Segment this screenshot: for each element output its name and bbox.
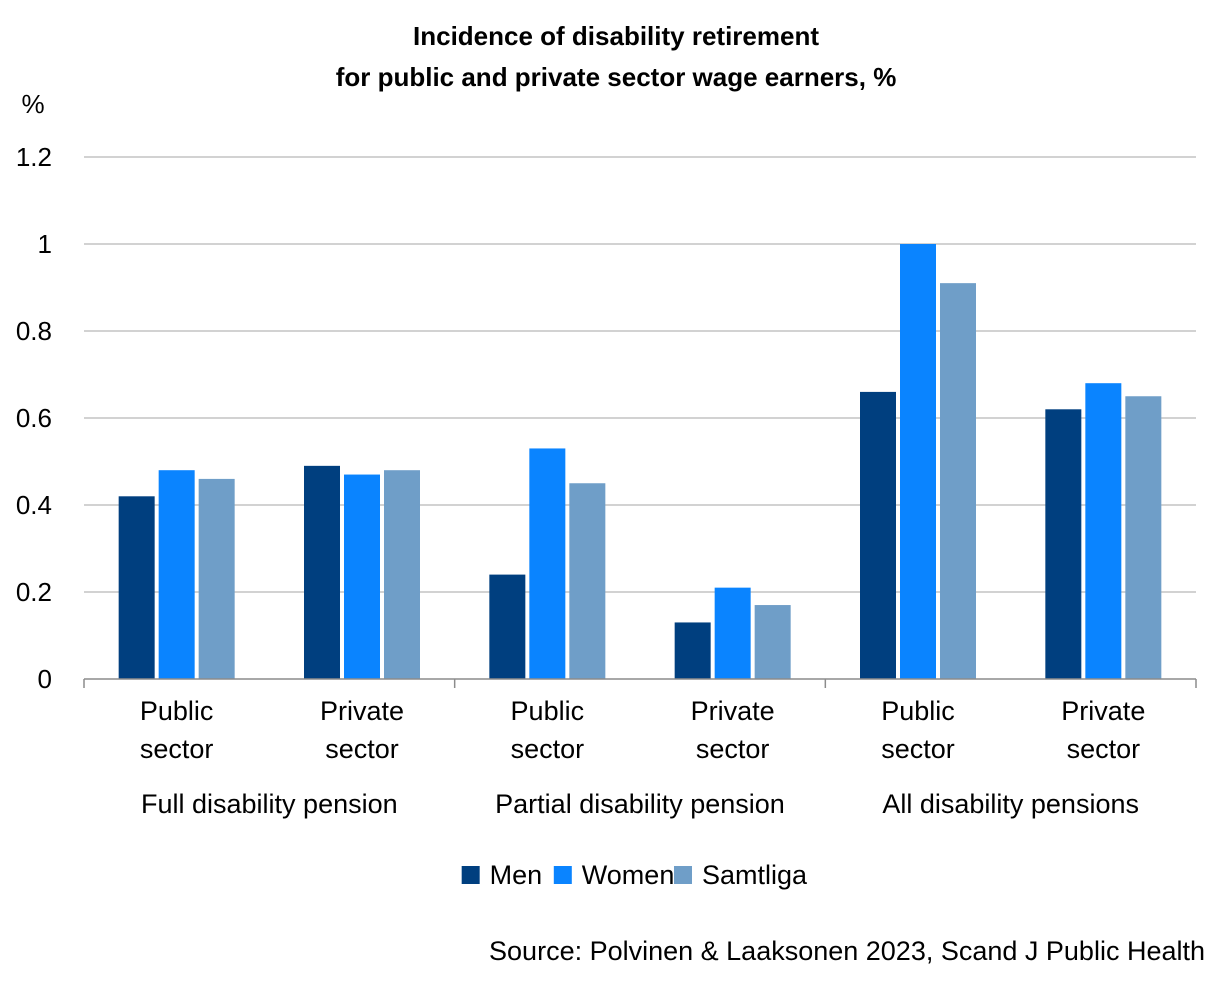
legend-label: Women <box>582 860 675 890</box>
bar-samtliga <box>384 470 420 679</box>
x-axis-category-labels: Public sector Private sector Public sector Pri… <box>140 696 1145 764</box>
bars <box>118 244 1162 679</box>
x-category-label: sector <box>511 734 585 764</box>
y-tick-label: 0.6 <box>16 403 52 433</box>
bar-men <box>304 465 340 679</box>
bar-women <box>529 448 566 679</box>
bar-samtliga <box>940 283 976 679</box>
y-tick-label: 0 <box>38 664 52 694</box>
chart-title-line-1: Incidence of disability retirement <box>413 21 819 51</box>
y-tick-label: 0.2 <box>16 577 52 607</box>
bar-women <box>158 470 195 679</box>
x-category-label: Private <box>1061 696 1145 726</box>
chart-title: Incidence of disability retirement for p… <box>336 21 897 92</box>
x-category-label: sector <box>881 734 955 764</box>
legend-swatch <box>553 866 572 884</box>
bar-men <box>674 622 711 679</box>
x-category-label: Public <box>511 696 585 726</box>
x-category-label: Private <box>691 696 775 726</box>
gridlines <box>84 156 1196 593</box>
legend: Men Women Samtliga <box>461 860 808 890</box>
chart-title-line-2: for public and private sector wage earne… <box>336 62 897 92</box>
x-category-label: sector <box>1067 734 1141 764</box>
y-tick-label: 0.8 <box>16 316 52 346</box>
bar-samtliga <box>1125 396 1162 679</box>
bar-women <box>900 244 936 679</box>
bar-men <box>860 391 896 679</box>
y-tick-label: 0.4 <box>16 490 52 520</box>
legend-swatch <box>461 866 480 884</box>
x-category-label: Public <box>881 696 955 726</box>
x-category-label: sector <box>140 734 214 764</box>
bar-samtliga <box>754 605 791 679</box>
y-tick-label: 1.2 <box>16 142 52 172</box>
x-category-label: Public <box>140 696 214 726</box>
x-group-label: Full disability pension <box>141 789 398 819</box>
bar-samtliga <box>198 478 235 679</box>
legend-item-women: Women <box>553 860 675 890</box>
legend-label: Men <box>490 860 543 890</box>
x-group-label: Partial disability pension <box>495 789 785 819</box>
bar-women <box>344 474 380 679</box>
bar-men <box>118 496 155 679</box>
legend-item-samtliga: Samtliga <box>674 860 808 890</box>
x-axis <box>83 678 1197 688</box>
legend-label: Samtliga <box>702 860 808 890</box>
y-axis-tick-labels: 0 0.2 0.4 0.6 0.8 1 1.2 <box>16 142 52 694</box>
x-category-label: sector <box>325 734 399 764</box>
x-group-label: All disability pensions <box>882 789 1139 819</box>
bar-men <box>489 574 526 679</box>
x-category-label: sector <box>696 734 770 764</box>
x-axis-group-labels: Full disability pension Partial disabilit… <box>141 789 1139 819</box>
bar-samtliga <box>569 483 606 679</box>
y-axis-label: % <box>21 89 44 119</box>
bar-women <box>1085 383 1122 679</box>
x-category-label: Private <box>320 696 404 726</box>
source-note: Source: Polvinen & Laaksonen 2023, Scand… <box>489 936 1205 966</box>
bar-men <box>1045 409 1082 679</box>
y-tick-label: 1 <box>38 229 52 259</box>
bar-women <box>714 587 751 679</box>
legend-item-men: Men <box>461 860 543 890</box>
legend-swatch <box>674 866 692 884</box>
